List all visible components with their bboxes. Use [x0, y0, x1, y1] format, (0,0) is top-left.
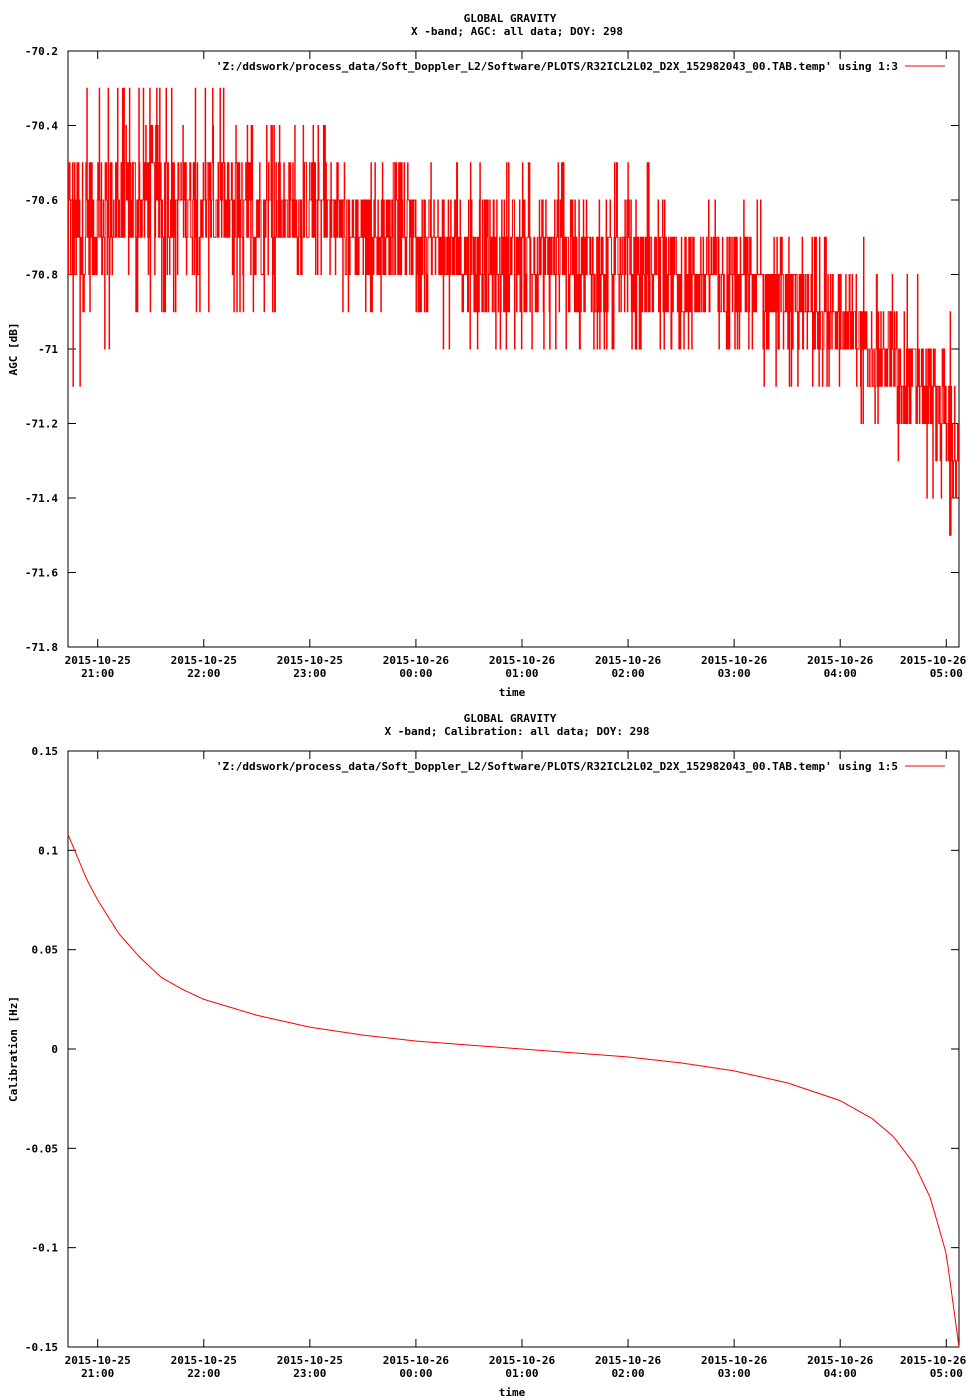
calibration-chart-title: GLOBAL GRAVITY	[464, 712, 557, 725]
agc-x-tick-date: 2015-10-26	[383, 654, 450, 667]
calibration-x-tick-date: 2015-10-26	[489, 1354, 556, 1367]
agc-x-tick-time: 03:00	[718, 667, 751, 680]
agc-x-axis-label: time	[499, 686, 526, 699]
agc-y-tick-label: -70.4	[25, 120, 58, 133]
agc-chart: GLOBAL GRAVITY X -band; AGC: all data; D…	[7, 12, 967, 699]
calibration-plot-frame	[67, 750, 960, 1348]
calibration-x-tick-date: 2015-10-25	[171, 1354, 237, 1367]
calibration-y-tick-label: 0	[51, 1043, 58, 1056]
agc-x-tick-date: 2015-10-26	[807, 654, 874, 667]
calibration-x-tick-time: 01:00	[505, 1367, 538, 1380]
calibration-x-tick-date: 2015-10-26	[701, 1354, 768, 1367]
agc-y-ticks: -70.2 -70.4 -70.6 -70.8 -71 -71.2 -71.4 -71.6 -7…	[25, 45, 959, 654]
calibration-x-tick-date: 2015-10-26	[383, 1354, 450, 1367]
calibration-y-tick-label: 0.05	[32, 944, 59, 957]
agc-x-ticks: 2015-10-2521:002015-10-2522:002015-10-25…	[65, 51, 967, 680]
calibration-x-tick-time: 23:00	[293, 1367, 326, 1380]
calibration-y-tick-label: -0.15	[25, 1341, 58, 1354]
calibration-x-tick-time: 22:00	[187, 1367, 220, 1380]
calibration-x-axis-label: time	[499, 1386, 526, 1399]
agc-y-tick-label: -70.2	[25, 45, 58, 58]
calibration-x-tick-date: 2015-10-25	[277, 1354, 343, 1367]
agc-y-tick-label: -71.8	[25, 641, 58, 654]
agc-legend-label: 'Z:/ddswork/process_data/Soft_Doppler_L2…	[216, 60, 898, 73]
agc-y-tick-label: -70.6	[25, 194, 58, 207]
agc-x-tick-time: 05:00	[930, 667, 963, 680]
calibration-x-tick-time: 00:00	[399, 1367, 432, 1380]
calibration-x-tick-time: 03:00	[718, 1367, 751, 1380]
calibration-chart-subtitle: X -band; Calibration: all data; DOY: 298	[385, 725, 650, 738]
agc-x-tick-time: 02:00	[611, 667, 644, 680]
calibration-x-tick-time: 02:00	[611, 1367, 644, 1380]
agc-x-tick-date: 2015-10-26	[489, 654, 556, 667]
agc-series-line	[67, 87, 959, 536]
agc-x-tick-time: 22:00	[187, 667, 220, 680]
agc-x-tick-date: 2015-10-25	[65, 654, 131, 667]
agc-y-tick-label: -71.2	[25, 418, 58, 431]
agc-x-tick-time: 00:00	[399, 667, 432, 680]
agc-x-tick-time: 21:00	[81, 667, 114, 680]
calibration-y-tick-label: 0.1	[38, 844, 58, 857]
calibration-y-ticks: 0.15 0.1 0.05 0 -0.05 -0.1 -0.15	[25, 745, 959, 1354]
agc-x-tick-time: 04:00	[824, 667, 857, 680]
calibration-x-tick-time: 05:00	[930, 1367, 963, 1380]
agc-y-axis-label: AGC [dB]	[7, 323, 20, 376]
agc-plot-frame	[67, 50, 960, 648]
agc-x-tick-date: 2015-10-26	[595, 654, 662, 667]
agc-chart-subtitle: X -band; AGC: all data; DOY: 298	[411, 25, 623, 38]
calibration-chart: GLOBAL GRAVITY X -band; Calibration: all…	[7, 712, 967, 1399]
agc-x-tick-date: 2015-10-26	[900, 654, 967, 667]
agc-chart-title: GLOBAL GRAVITY	[464, 12, 557, 25]
calibration-x-tick-date: 2015-10-25	[65, 1354, 131, 1367]
agc-y-tick-label: -71.4	[25, 492, 58, 505]
calibration-x-tick-date: 2015-10-26	[595, 1354, 662, 1367]
calibration-series-line	[67, 834, 960, 1348]
agc-x-tick-date: 2015-10-25	[277, 654, 343, 667]
calibration-x-tick-time: 21:00	[81, 1367, 114, 1380]
agc-y-tick-label: -70.8	[25, 269, 58, 282]
agc-x-tick-date: 2015-10-26	[701, 654, 768, 667]
calibration-x-tick-time: 04:00	[824, 1367, 857, 1380]
calibration-y-axis-label: Calibration [Hz]	[7, 996, 20, 1102]
calibration-x-tick-date: 2015-10-26	[807, 1354, 874, 1367]
calibration-x-ticks: 2015-10-2521:002015-10-2522:002015-10-25…	[65, 751, 967, 1380]
calibration-y-tick-label: -0.05	[25, 1142, 58, 1155]
agc-y-tick-label: -71	[38, 343, 58, 356]
calibration-legend-label: 'Z:/ddswork/process_data/Soft_Doppler_L2…	[216, 760, 898, 773]
calibration-y-tick-label: -0.1	[32, 1242, 59, 1255]
agc-x-tick-time: 01:00	[505, 667, 538, 680]
calibration-y-tick-label: 0.15	[32, 745, 59, 758]
agc-x-tick-time: 23:00	[293, 667, 326, 680]
calibration-x-tick-date: 2015-10-26	[900, 1354, 967, 1367]
agc-x-tick-date: 2015-10-25	[171, 654, 237, 667]
agc-y-tick-label: -71.6	[25, 567, 58, 580]
